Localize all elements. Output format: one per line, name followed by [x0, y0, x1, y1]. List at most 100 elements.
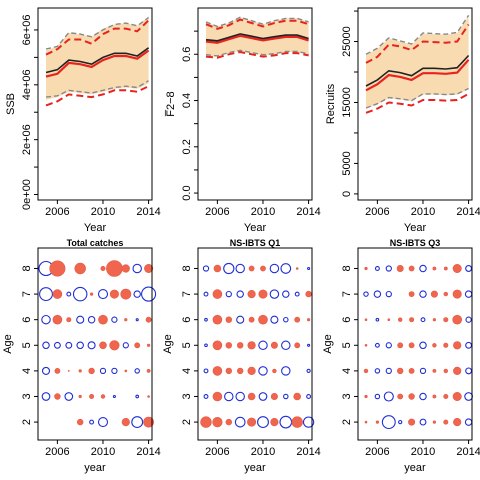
y-tick-label: 6 [181, 317, 193, 323]
bubble-negative [134, 368, 140, 374]
y-tick-label: 5 [341, 342, 353, 348]
bubble-positive [89, 393, 95, 399]
bubble-negative [204, 343, 208, 348]
x-tick-label: 2014 [456, 206, 480, 218]
bubble-positive [52, 289, 63, 299]
x-tick-label: 2014 [136, 206, 160, 218]
bubble-negative [234, 416, 246, 428]
confidence-band [366, 15, 469, 109]
bubble-negative [236, 290, 244, 298]
bubble-negative [419, 418, 427, 426]
panel-4: 2006 2010 2014 2 3 4 5 6 7 8 year Age Total catches [2, 238, 161, 474]
bubble-positive [364, 420, 368, 424]
bubble-positive [294, 342, 301, 349]
bubble-positive [443, 266, 448, 271]
bubble-negative [374, 342, 380, 348]
bubble-positive [295, 267, 299, 270]
x-tick-label: 2014 [296, 446, 320, 458]
bubble-positive [364, 318, 368, 322]
series-line-upper [205, 18, 309, 30]
x-tick-label: 2014 [296, 206, 320, 218]
bubble-positive [100, 394, 106, 399]
y-tick-label: 6e+06 [21, 14, 33, 45]
y-tick-label: 3 [181, 393, 193, 399]
bubble-negative [41, 366, 51, 375]
bubble-negative [39, 287, 53, 302]
bubble-negative [135, 318, 139, 322]
bubble-positive [99, 341, 107, 350]
y-tick-label: 4e+06 [21, 69, 33, 100]
bubble-negative [99, 367, 107, 375]
bubble-positive [432, 343, 437, 348]
x-axis-label: Year [84, 222, 107, 234]
bubble-positive [247, 392, 256, 401]
panel-5: 2006 2010 2014 2 3 4 5 6 7 8 year Age NS-IBTS Q1 [162, 238, 321, 474]
bubble-positive [247, 366, 256, 376]
bubble-negative [97, 417, 109, 428]
bubble-positive [270, 418, 279, 427]
y-tick-label: 6 [21, 317, 33, 323]
series-line-interval [205, 16, 309, 28]
y-tick-label: 6 [341, 317, 353, 323]
bubble-negative [97, 289, 109, 300]
bubble-positive [452, 289, 462, 299]
bubble-positive [76, 418, 84, 426]
bubble-positive [213, 264, 222, 273]
bubble-positive [49, 260, 66, 277]
bubble-negative [132, 263, 142, 274]
bubble-positive [305, 290, 312, 298]
chart-title: Total catches [67, 238, 124, 248]
bubble-negative [203, 291, 209, 297]
y-tick-label: 25000 [341, 26, 353, 57]
bubble-positive [66, 317, 72, 323]
plot-frame [37, 7, 153, 201]
y-tick-label: 8 [341, 265, 353, 271]
bubble-negative [236, 315, 245, 324]
bubble-negative [112, 394, 116, 399]
confidence-band [46, 16, 149, 100]
x-tick-label: 2014 [456, 446, 480, 458]
bubble-positive [397, 367, 404, 375]
panel-3: 2006 2010 2014 0 5000 15000 25000 Year Recruits [325, 7, 480, 234]
bubble-positive [397, 393, 404, 400]
y-tick-label: 2 [341, 419, 353, 425]
bubble-negative [76, 315, 85, 324]
series-line-estimate [45, 49, 150, 78]
series-line-upper [45, 19, 150, 56]
series-line-lower [365, 93, 470, 114]
bubble-positive [109, 289, 119, 299]
bubble-negative [269, 263, 280, 274]
bubble-negative [374, 368, 381, 374]
bubble-positive [452, 391, 462, 401]
bubble-positive [212, 366, 223, 376]
bubble-negative [270, 315, 279, 324]
bubble-positive [54, 393, 61, 400]
bubble-positive [120, 288, 132, 300]
x-tick-label: 2010 [411, 206, 435, 218]
bubble-positive [248, 316, 255, 323]
plot-frame [197, 247, 313, 441]
plot-frame [37, 247, 153, 441]
bubble-positive [67, 369, 70, 372]
bubble-negative [302, 416, 315, 428]
y-tick-label: 7 [181, 291, 193, 297]
bubble-negative [111, 316, 118, 323]
bubble-positive [453, 341, 462, 350]
x-axis-label: Year [244, 222, 267, 234]
bubble-negative [307, 266, 311, 271]
bubble-negative [135, 394, 140, 399]
bubble-negative [141, 286, 157, 302]
bubble-positive [100, 265, 106, 271]
bubble-positive [398, 317, 403, 322]
bubble-positive [258, 314, 268, 325]
bubble-negative [374, 393, 381, 400]
bubble-negative [385, 367, 392, 375]
bubble-positive [247, 290, 256, 299]
bubble-negative [76, 341, 84, 350]
bubble-negative [111, 367, 118, 375]
bubble-positive [124, 369, 128, 373]
y-tick-label: 3 [341, 393, 353, 399]
bubble-positive [144, 263, 154, 273]
bubble-positive [408, 367, 415, 374]
series-line-estimate [365, 54, 470, 87]
